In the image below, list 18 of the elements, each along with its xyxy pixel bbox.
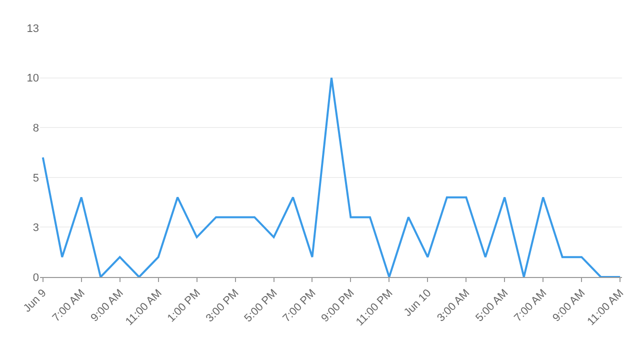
x-tick-label: 3:00 AM [435,287,472,324]
x-tick-label: 5:00 PM [242,287,280,325]
x-tick-label: 5:00 AM [474,287,511,324]
x-tick-label: 9:00 PM [319,287,357,325]
y-tick-label: 5 [32,172,39,184]
y-tick-label: 3 [32,222,39,234]
y-tick-label: 10 [26,72,39,85]
x-tick-label: 7:00 AM [50,287,88,324]
x-tick-label: 7:00 PM [280,287,318,325]
x-tick-label: Jun 10 [402,287,434,320]
x-tick-label: 3:00 PM [204,287,242,325]
y-tick-label: 13 [26,22,39,35]
x-tick-label: Jun 9 [21,287,49,315]
y-tick-label: 0 [32,272,39,284]
y-tick-label: 8 [32,122,39,134]
x-tick-label: 9:00 AM [550,287,588,324]
x-tick-label: 7:00 AM [512,287,550,324]
x-tick-label: 9:00 AM [88,287,126,324]
